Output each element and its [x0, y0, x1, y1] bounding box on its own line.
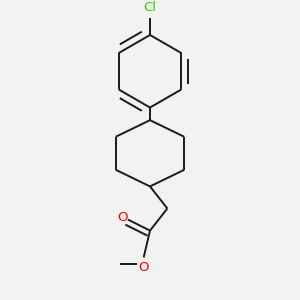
- Text: Cl: Cl: [143, 1, 157, 14]
- Text: O: O: [117, 211, 128, 224]
- Text: O: O: [138, 261, 149, 274]
